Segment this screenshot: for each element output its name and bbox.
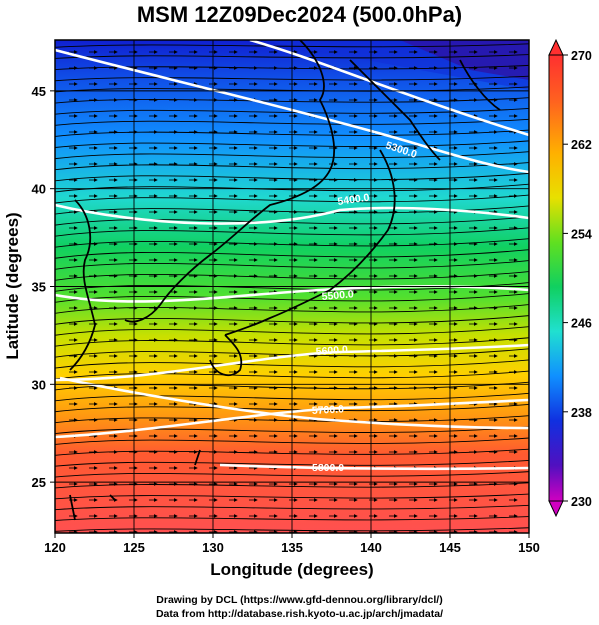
streamline [55,504,529,511]
streamline [55,140,529,149]
y-axis-label: Latitude (degrees) [3,212,22,359]
credit-data: Data from http://database.rish.kyoto-u.a… [155,608,444,620]
y-tick-label: 40 [32,182,46,197]
streamline [55,260,529,270]
page-title: MSM 12Z09Dec2024 (500.0hPa) [136,2,463,27]
streamline [55,403,529,413]
y-axis: 25 30 35 40 45 [32,84,55,490]
streamline [55,249,529,259]
y-tick-label: 30 [32,377,46,392]
streamline [55,107,529,115]
streamline [55,471,529,478]
colorbar-tick-label: 262 [571,138,592,152]
x-tick-label: 140 [360,540,382,555]
contour-label: 5500.0 [321,288,354,303]
colorbar-tick-label: 254 [571,227,592,241]
colorbar: 270 262 254 246 238 230 [548,38,592,518]
x-tick-label: 120 [44,540,66,555]
colorbar-tick-label: 270 [571,49,592,63]
x-axis-label: Longitude (degrees) [210,560,373,579]
streamline [55,426,529,435]
x-tick-label: 150 [518,540,540,555]
streamline [55,359,529,369]
streamline [55,392,529,402]
streamline [55,282,529,292]
streamline [55,437,529,445]
colorbar-under-triangle [548,500,564,518]
x-axis: 120 125 130 135 140 145 150 [44,533,540,555]
streamline [55,516,529,521]
streamline [55,326,529,336]
gridlines [55,40,529,533]
streamline [55,527,529,532]
y-tick-label: 35 [32,280,46,295]
y-tick-label: 45 [32,84,46,99]
colorbar-tick-label: 246 [571,317,592,331]
streamline [55,86,529,93]
streamline [55,75,529,82]
streamline [55,151,529,160]
streamline [55,493,529,500]
credit-drawing: Drawing by DCL (https://www.gfd-dennou.o… [156,594,443,606]
x-tick-label: 145 [439,540,461,555]
colorbar-tick-label: 238 [571,406,592,420]
streamline [55,118,529,126]
colorbar-over-triangle [548,38,564,56]
streamline [55,459,529,467]
contour-label: 5700.0 [312,403,345,417]
streamline [55,172,529,182]
streamline [55,293,529,303]
colorbar-tick-label: 230 [571,495,592,509]
streamline [55,43,529,48]
y-tick-label: 25 [32,475,46,490]
streamline [55,337,529,347]
streamline [55,348,529,358]
contour-label: 5400.0 [337,192,371,208]
x-tick-label: 130 [202,540,224,555]
streamline [55,194,529,204]
streamline [55,315,529,325]
coastline [69,40,501,521]
x-tick-label: 135 [281,540,303,555]
contour-label: 5800.0 [312,462,344,474]
streamline [55,162,529,171]
x-tick-label: 125 [123,540,145,555]
streamline [55,54,529,59]
streamline [55,227,529,237]
contour-label: 5600.0 [315,344,348,358]
streamline [55,370,529,380]
